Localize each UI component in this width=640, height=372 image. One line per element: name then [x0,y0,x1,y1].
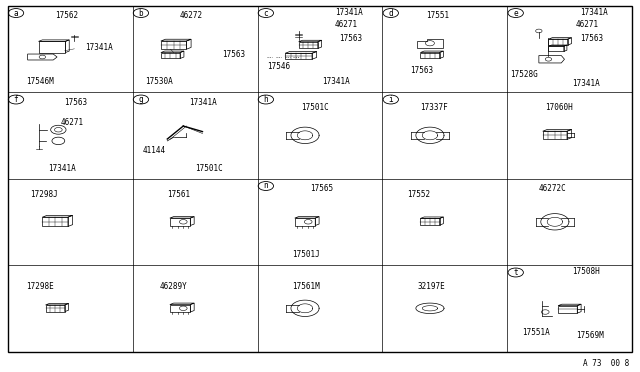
Text: 17341A: 17341A [323,77,350,86]
Text: d: d [388,9,393,17]
Text: g: g [139,95,143,104]
Text: 17341A: 17341A [580,8,607,17]
Text: 17501J: 17501J [292,250,320,259]
Text: 17563: 17563 [64,98,87,107]
Text: c: c [264,9,268,17]
Text: 17563: 17563 [223,49,246,58]
Text: 32197E: 32197E [417,282,445,291]
Text: 41144: 41144 [143,147,166,155]
Text: 17341A: 17341A [335,8,363,17]
Text: 17501C: 17501C [195,164,223,173]
Text: t: t [513,268,518,277]
Text: 17337F: 17337F [420,103,448,112]
Text: 17060H: 17060H [545,103,573,112]
Text: 17528G: 17528G [510,70,538,79]
Text: 17551: 17551 [426,12,449,20]
Text: 17298J: 17298J [30,190,58,199]
Text: e: e [513,9,518,17]
Text: 17546: 17546 [268,62,291,71]
Text: 17563: 17563 [580,34,603,43]
Text: 46271: 46271 [335,20,358,29]
Text: f: f [13,95,19,104]
Text: 46271: 46271 [60,118,83,127]
Text: 17551A: 17551A [522,328,550,337]
Text: 17561M: 17561M [292,282,320,291]
Text: 17565: 17565 [310,185,333,193]
Text: 17508H: 17508H [572,267,600,276]
Text: 46272C: 46272C [539,185,566,193]
Text: i: i [388,95,393,104]
Text: 46272: 46272 [180,12,204,20]
Text: 17341A: 17341A [572,79,600,88]
Text: 17530A: 17530A [145,77,173,86]
Text: 17501C: 17501C [301,103,329,112]
Text: 17552: 17552 [408,190,431,199]
Text: 17563: 17563 [410,66,433,75]
Text: 17341A: 17341A [189,98,216,107]
Text: A 73  00 8: A 73 00 8 [583,359,629,368]
Text: a: a [13,9,19,17]
Text: n: n [264,182,268,190]
Text: 17563: 17563 [339,34,362,43]
Text: b: b [139,9,143,17]
Text: 46271: 46271 [576,20,599,29]
Text: 17341A: 17341A [47,164,76,173]
Text: 17562: 17562 [55,12,78,20]
Text: 17298E: 17298E [26,282,54,291]
Text: 17546M: 17546M [26,77,54,86]
Text: 46289Y: 46289Y [160,282,188,291]
Text: h: h [264,95,268,104]
Text: 17569M: 17569M [576,331,604,340]
Text: 17341A: 17341A [85,43,113,52]
Text: 17561: 17561 [168,190,191,199]
